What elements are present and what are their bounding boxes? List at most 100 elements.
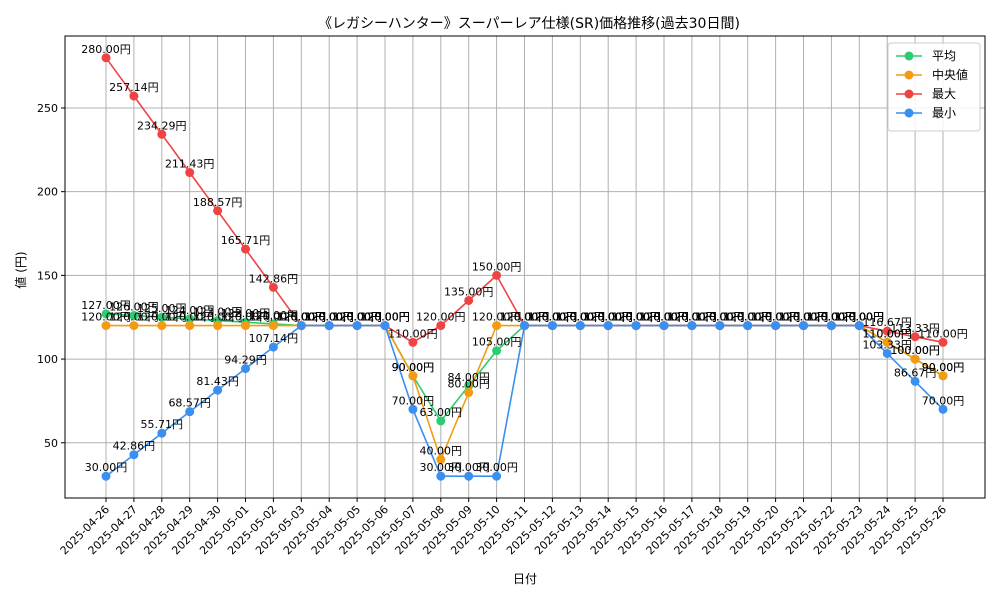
data-point bbox=[213, 206, 223, 216]
data-point bbox=[603, 321, 613, 331]
data-point bbox=[101, 471, 111, 481]
data-point bbox=[520, 321, 529, 331]
data-label: 110.00円 bbox=[918, 327, 968, 340]
data-label: 113.33円 bbox=[890, 322, 940, 335]
data-point bbox=[185, 168, 195, 178]
legend-marker bbox=[904, 108, 914, 118]
data-label: 94.29円 bbox=[224, 354, 267, 367]
data-point bbox=[687, 321, 697, 331]
data-label: 90.00円 bbox=[392, 361, 435, 374]
data-label: 120.00円 bbox=[807, 311, 857, 324]
data-point bbox=[101, 321, 111, 331]
data-label: 120.00円 bbox=[360, 311, 410, 324]
data-label: 123.00円 bbox=[193, 306, 243, 319]
data-point bbox=[296, 321, 306, 331]
data-label: 80.00円 bbox=[447, 378, 490, 391]
data-point bbox=[241, 321, 250, 331]
legend-marker bbox=[904, 70, 914, 80]
data-point bbox=[157, 428, 167, 438]
data-label: 120.00円 bbox=[667, 311, 717, 324]
data-label: 120.00円 bbox=[165, 311, 215, 324]
data-label: 120.00円 bbox=[779, 311, 829, 324]
data-point bbox=[185, 407, 195, 417]
data-label: 42.86円 bbox=[113, 440, 156, 453]
data-label: 120.00円 bbox=[723, 311, 773, 324]
data-point bbox=[436, 321, 446, 331]
data-label: 120.00円 bbox=[639, 311, 689, 324]
data-label: 122.00円 bbox=[221, 307, 271, 320]
data-label: 120.00円 bbox=[667, 311, 717, 324]
data-label: 120.00円 bbox=[304, 311, 354, 324]
series-4 bbox=[101, 321, 948, 481]
data-label: 120.00円 bbox=[332, 311, 382, 324]
data-point bbox=[743, 321, 753, 331]
data-labels: 127.00円126.00円125.00円124.00円123.00円122.0… bbox=[81, 43, 968, 474]
data-point bbox=[268, 282, 278, 292]
data-point bbox=[882, 326, 892, 336]
data-point bbox=[492, 471, 502, 481]
data-label: 30.00円 bbox=[420, 461, 463, 474]
data-label: 142.86円 bbox=[249, 272, 299, 285]
data-label: 120.00円 bbox=[304, 311, 354, 324]
data-label: 280.00円 bbox=[81, 43, 131, 56]
data-point bbox=[575, 321, 585, 331]
x-axis-label: 日付 bbox=[513, 572, 537, 586]
data-label: 120.00円 bbox=[807, 311, 857, 324]
data-label: 120.00円 bbox=[360, 311, 410, 324]
data-point bbox=[408, 371, 418, 381]
data-label: 126.00円 bbox=[109, 301, 159, 314]
data-label: 211.43円 bbox=[165, 158, 215, 171]
data-label: 120.00円 bbox=[137, 311, 187, 324]
data-point bbox=[882, 337, 892, 347]
data-point bbox=[380, 321, 390, 331]
legend-label: 最大 bbox=[932, 87, 956, 101]
data-label: 120.00円 bbox=[751, 311, 801, 324]
data-point bbox=[241, 244, 250, 254]
data-label: 70.00円 bbox=[922, 394, 965, 407]
data-point bbox=[213, 385, 223, 395]
data-label: 120.00円 bbox=[835, 311, 885, 324]
data-point bbox=[910, 332, 920, 342]
data-point bbox=[938, 337, 948, 347]
data-label: 120.00円 bbox=[723, 311, 773, 324]
data-label: 120.00円 bbox=[583, 311, 633, 324]
data-label: 120.00円 bbox=[360, 311, 410, 324]
data-label: 120.00円 bbox=[249, 311, 299, 324]
data-label: 120.00円 bbox=[277, 311, 327, 324]
legend-marker bbox=[904, 51, 914, 61]
data-label: 120.00円 bbox=[556, 311, 606, 324]
data-label: 120.00円 bbox=[807, 311, 857, 324]
data-label: 120.00円 bbox=[751, 311, 801, 324]
data-label: 234.29円 bbox=[137, 119, 187, 132]
data-label: 40.00円 bbox=[420, 445, 463, 458]
data-label: 120.00円 bbox=[695, 311, 745, 324]
data-label: 70.00円 bbox=[392, 394, 435, 407]
data-label: 120.00円 bbox=[611, 311, 661, 324]
data-point bbox=[436, 455, 446, 464]
data-label: 63.00円 bbox=[420, 406, 463, 419]
legend-label: 最小 bbox=[932, 106, 956, 120]
y-tick-label: 100 bbox=[37, 353, 58, 366]
data-point bbox=[492, 346, 502, 356]
data-label: 120.00円 bbox=[528, 311, 578, 324]
data-label: 120.00円 bbox=[500, 311, 550, 324]
legend-item: 平均 bbox=[896, 49, 956, 63]
data-label: 120.00円 bbox=[472, 311, 522, 324]
data-label: 120.00円 bbox=[81, 311, 131, 324]
data-label: 107.14円 bbox=[249, 332, 299, 345]
data-point bbox=[268, 321, 278, 331]
data-label: 103.33円 bbox=[862, 338, 912, 351]
data-label: 125.00円 bbox=[137, 302, 187, 315]
data-label: 100.00円 bbox=[890, 344, 940, 357]
data-label: 120.00円 bbox=[528, 311, 578, 324]
data-label: 120.00円 bbox=[723, 311, 773, 324]
legend-label: 平均 bbox=[932, 49, 956, 63]
data-label: 120.00円 bbox=[695, 311, 745, 324]
data-label: 55.71円 bbox=[141, 418, 184, 431]
data-point bbox=[464, 295, 474, 305]
data-point bbox=[910, 354, 920, 364]
data-point bbox=[938, 371, 948, 381]
legend-item: 中央値 bbox=[896, 67, 968, 82]
data-label: 120.00円 bbox=[332, 311, 382, 324]
data-point bbox=[157, 321, 167, 331]
